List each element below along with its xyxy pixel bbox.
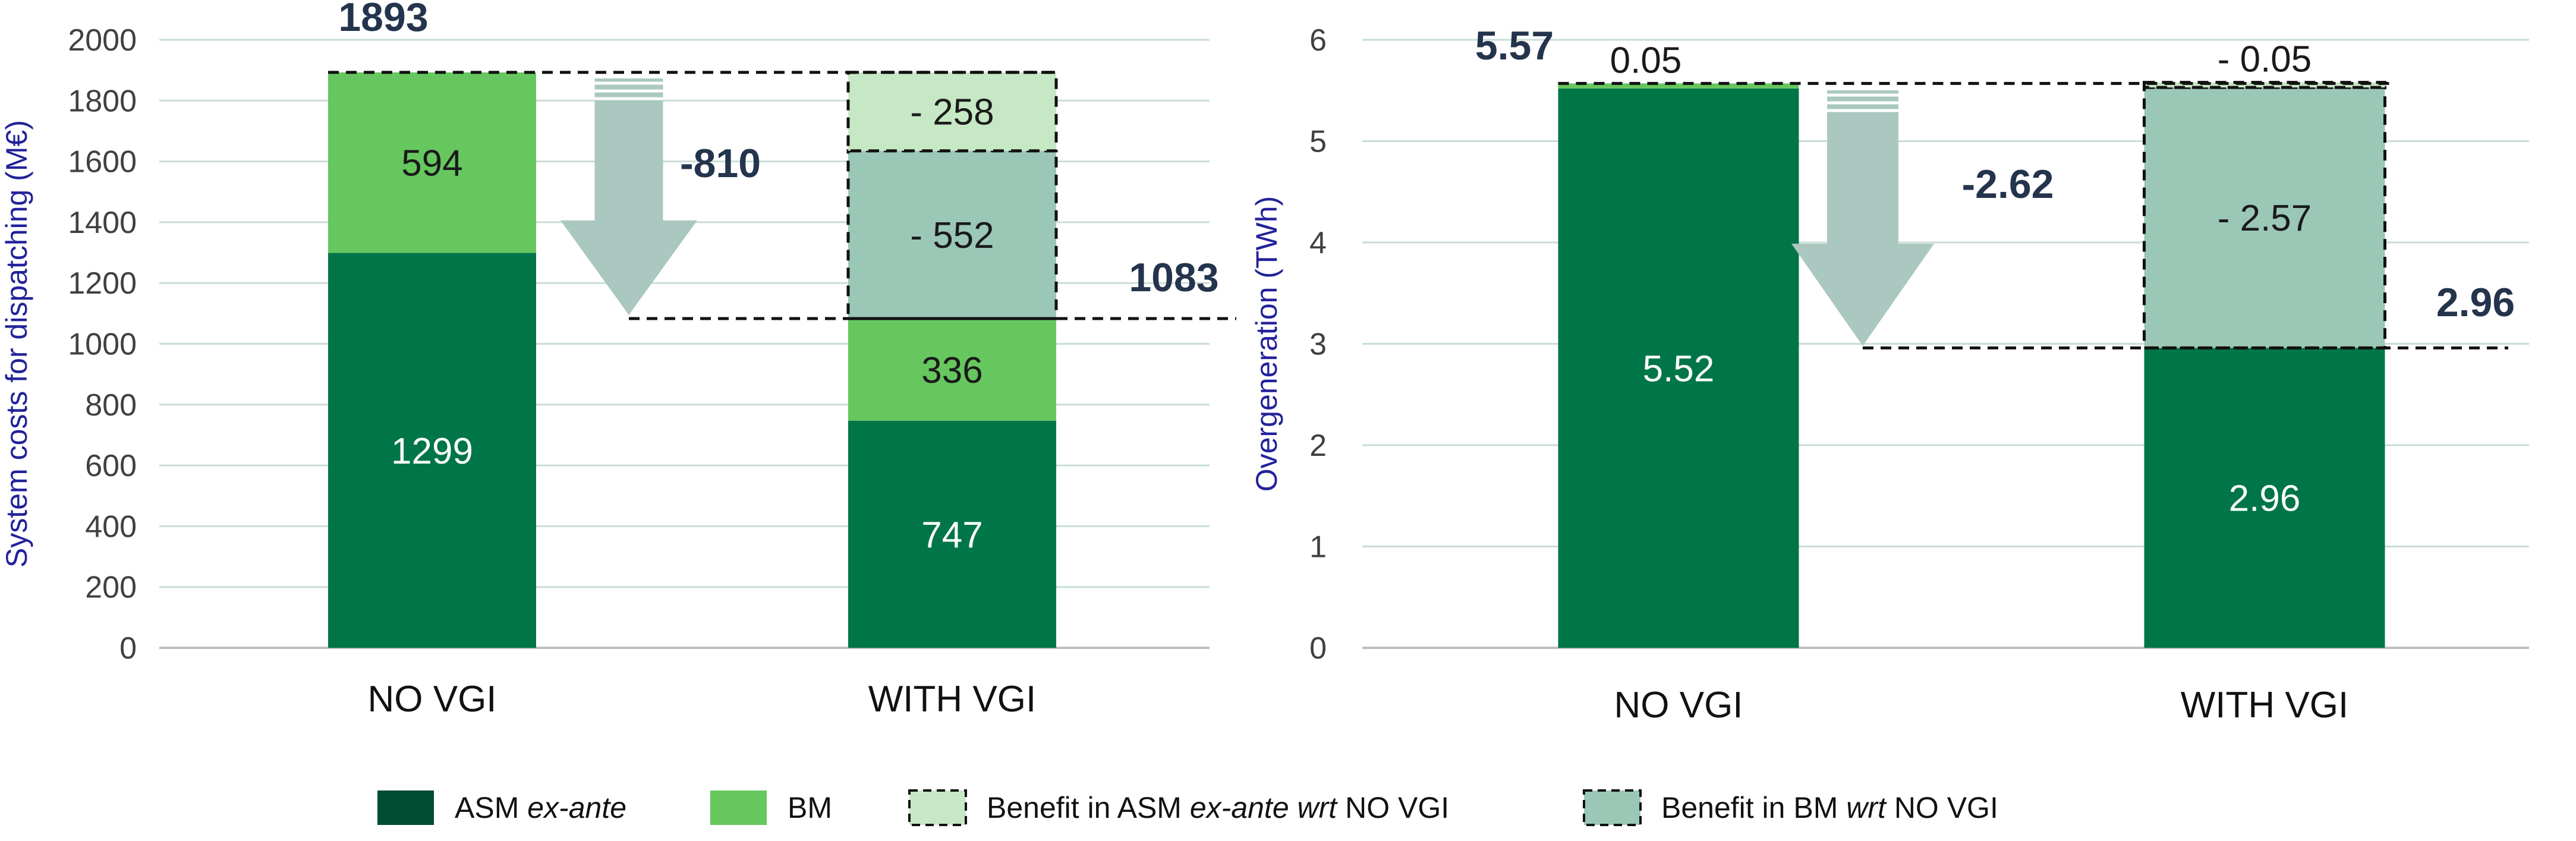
legend: ASM ex-ante BM Benefit in ASM ex-ante wrt … (377, 789, 1998, 826)
y-axis-label: Overgeneration (TWh) (1250, 196, 1283, 492)
y-axis-label: System costs for dispatching (M€) (0, 120, 33, 568)
bar-segment (328, 253, 536, 648)
legend-swatch (710, 790, 767, 825)
bar-segment (1558, 88, 1799, 648)
bar-segment (2143, 81, 2386, 89)
right-chart-overgeneration: 0 1 2 3 4 5 6 Overgeneration (TWh) NO VGI WITH VG… (1250, 23, 2529, 726)
legend-label-part: ex-ante (1190, 791, 1289, 824)
legend-label: ASM ex-ante (455, 791, 626, 824)
legend-label-part: BM (788, 791, 832, 824)
data-label: - 2.57 (2218, 198, 2312, 239)
y-tick-label: 1 (1309, 530, 1327, 565)
category-label: WITH VGI (2181, 685, 2348, 726)
y-tick-label: 3 (1309, 327, 1327, 362)
bar-segment (846, 71, 1058, 153)
legend-label: Benefit in BM wrt NO VGI (1661, 791, 1998, 824)
bar-segment (848, 319, 1056, 421)
data-label: 336 (921, 350, 982, 391)
legend-swatch (908, 789, 967, 826)
data-label: 1299 (391, 431, 473, 472)
delta-value-label: -810 (680, 141, 761, 186)
bar-segment (328, 72, 536, 253)
y-tick-label: 1800 (68, 84, 137, 118)
y-tick-label: 2 (1309, 429, 1327, 463)
data-label: 0.05 (1610, 40, 1682, 81)
legend-label: BM (788, 791, 832, 824)
legend-label-part (1289, 791, 1298, 824)
down-arrow-icon (560, 78, 697, 315)
category-label: NO VGI (1614, 685, 1743, 726)
total-value-label: 5.57 (1475, 23, 1554, 68)
bar-segment (2143, 86, 2386, 349)
y-tick-label: 1200 (68, 266, 137, 301)
data-label: 5.52 (1643, 348, 1715, 389)
bar-segment (848, 420, 1056, 648)
legend-label-part: ASM (455, 791, 527, 824)
legend-swatch (1583, 789, 1642, 826)
left-chart-costs: 0 200 400 600 800 1000 1200 1400 1600 1800 2000 Sys… (0, 0, 1236, 720)
legend-label-part: ex-ante (527, 791, 626, 824)
bar-segment (2144, 348, 2385, 648)
y-tick-label: 400 (85, 509, 137, 544)
bar-segment (846, 149, 1058, 320)
bar-segment (1558, 83, 1799, 89)
category-label: NO VGI (367, 679, 496, 720)
y-tick-label: 6 (1309, 23, 1327, 58)
y-tick-label: 4 (1309, 226, 1327, 260)
y-tick-label: 0 (1309, 631, 1327, 666)
data-label: 2.96 (2229, 478, 2301, 519)
delta-value-label: -2.62 (1962, 162, 2054, 207)
legend-label: Benefit in ASM ex-ante wrt NO VGI (987, 791, 1449, 824)
data-label: - 552 (910, 215, 994, 256)
y-tick-label: 1400 (68, 206, 137, 240)
data-label: - 258 (910, 92, 994, 133)
y-tick-label: 1600 (68, 145, 137, 179)
reduced-value-label: 2.96 (2436, 280, 2515, 325)
y-tick-label: 2000 (68, 23, 137, 58)
legend-label-part: wrt (1846, 791, 1887, 824)
y-tick-label: 1000 (68, 327, 137, 362)
legend-label-part: Benefit in ASM (987, 791, 1190, 824)
y-tick-label: 0 (119, 631, 137, 666)
legend-swatch (377, 790, 434, 825)
reduced-value-label: 1083 (1129, 255, 1218, 300)
y-tick-label: 200 (85, 571, 137, 605)
legend-label-part: NO VGI (1886, 791, 1998, 824)
category-label: WITH VGI (868, 679, 1036, 720)
data-label: 594 (401, 143, 462, 184)
y-tick-label: 800 (85, 388, 137, 423)
total-value-label: 1893 (338, 0, 428, 40)
legend-label-part: NO VGI (1337, 791, 1449, 824)
legend-label-part: wrt (1298, 791, 1339, 824)
y-tick-label: 600 (85, 449, 137, 483)
data-label: - 0.05 (2218, 39, 2312, 80)
y-tick-label: 5 (1309, 125, 1327, 159)
legend-label-part: Benefit in BM (1661, 791, 1846, 824)
data-label: 747 (921, 515, 982, 556)
down-arrow-icon (1791, 90, 1934, 346)
